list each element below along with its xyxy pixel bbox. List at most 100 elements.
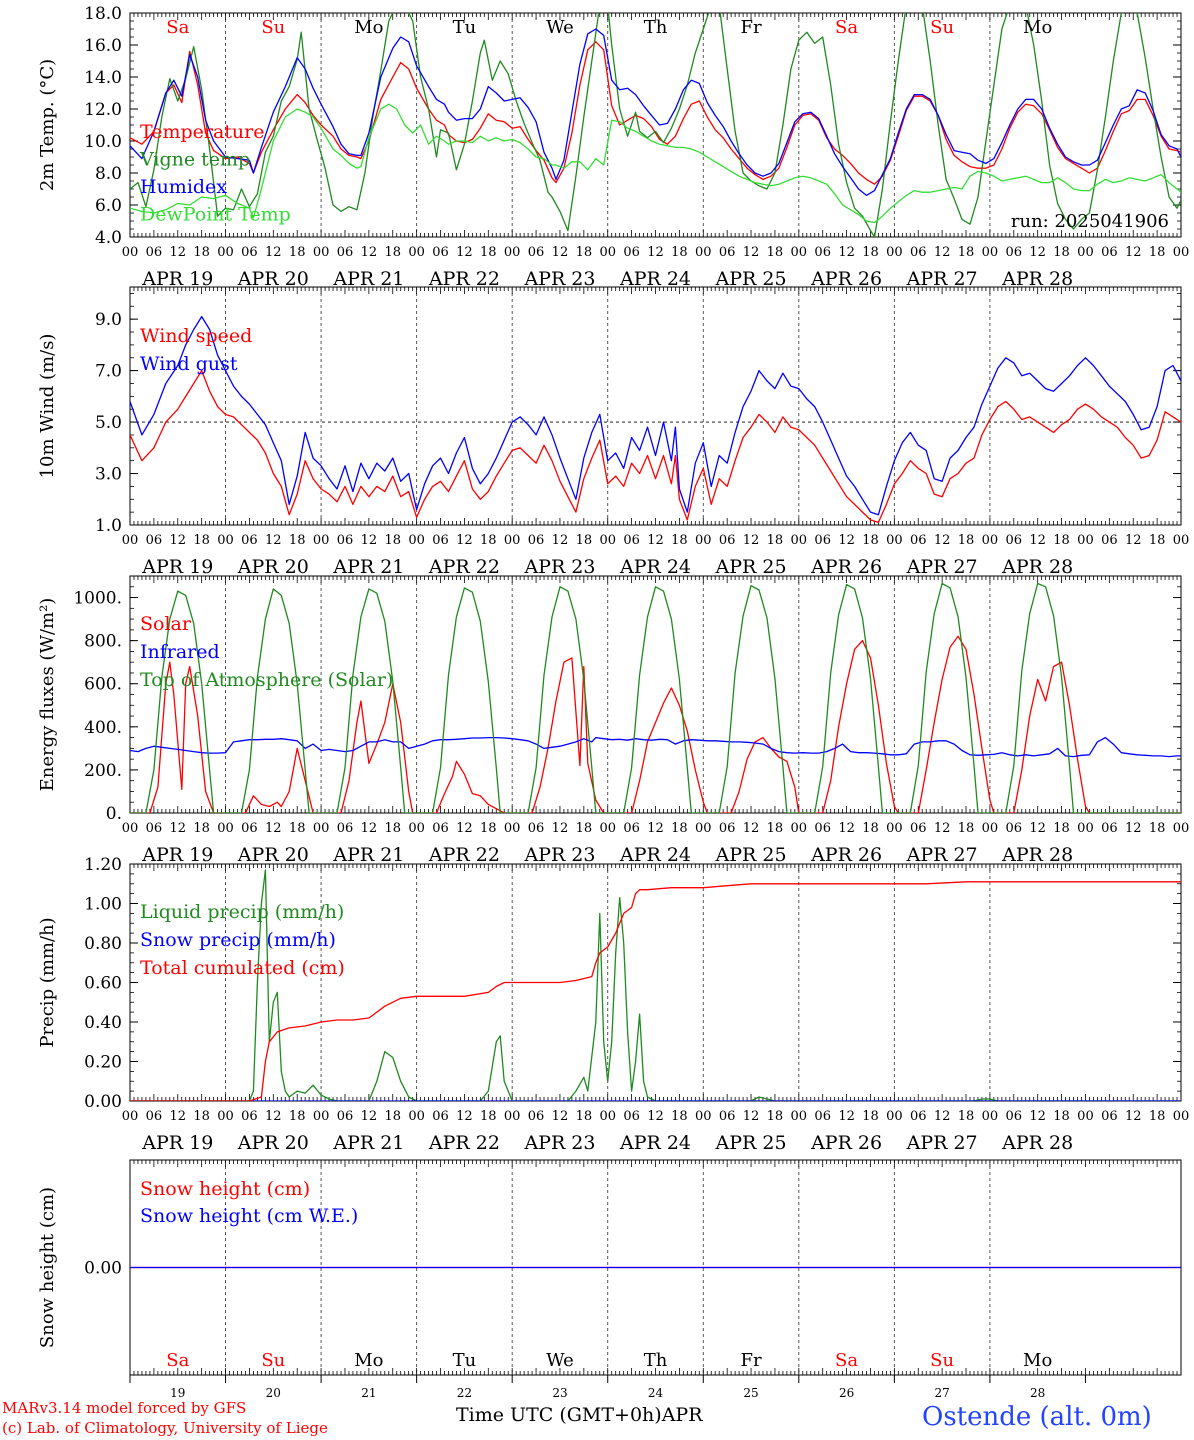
legend-entry: Temperature xyxy=(140,121,264,143)
hour-label: 12 xyxy=(265,821,282,836)
legend-entry: Snow precip (mm/h) xyxy=(140,929,336,951)
hour-label: 18 xyxy=(576,245,593,260)
y-tick-label: 0.00 xyxy=(84,1259,122,1279)
hour-label: 00 xyxy=(217,533,234,548)
hour-label: 18 xyxy=(384,1109,401,1124)
hour-label: 00 xyxy=(217,1109,234,1124)
weekday-label: Sa xyxy=(166,1350,189,1371)
hour-label: 06 xyxy=(528,533,545,548)
hour-label: 00 xyxy=(982,821,999,836)
y-tick-label: 0.40 xyxy=(84,1013,122,1033)
day-number-label: 21 xyxy=(361,1386,376,1400)
hour-label: 06 xyxy=(719,533,736,548)
weekday-label: Mo xyxy=(354,17,383,38)
hour-label: 12 xyxy=(934,1109,951,1124)
hour-label: 06 xyxy=(719,245,736,260)
weekday-label: Su xyxy=(930,17,954,38)
hour-label: 00 xyxy=(1173,1109,1190,1124)
weekday-label: Mo xyxy=(1023,1350,1052,1371)
hour-label: 00 xyxy=(313,245,330,260)
hour-label: 00 xyxy=(695,821,712,836)
hour-label: 18 xyxy=(671,1109,688,1124)
panel-frame xyxy=(129,575,1182,814)
hour-label: 18 xyxy=(958,821,975,836)
hour-label: 00 xyxy=(1077,821,1094,836)
weekday-label: Th xyxy=(644,17,668,38)
date-label: APR 25 xyxy=(715,556,787,578)
hour-label: 18 xyxy=(1053,1109,1070,1124)
hour-label: 06 xyxy=(719,821,736,836)
legend-entry: Humidex xyxy=(140,176,227,198)
hour-label: 00 xyxy=(122,533,139,548)
panel-1: 4.0 6.0 8.0 10.0 12.0 14.0 16.0 18.0 2m Temp. (°… xyxy=(37,4,1189,290)
hour-label: 18 xyxy=(480,533,497,548)
hour-label: 00 xyxy=(408,821,425,836)
hour-label: 12 xyxy=(456,1109,473,1124)
hour-label: 12 xyxy=(361,821,378,836)
hour-label: 18 xyxy=(1149,1109,1166,1124)
hour-label: 06 xyxy=(814,533,831,548)
hour-label: 06 xyxy=(623,245,640,260)
hour-label: 00 xyxy=(695,1109,712,1124)
hour-label: 06 xyxy=(1006,1109,1023,1124)
date-label: APR 24 xyxy=(619,556,691,578)
hour-label: 12 xyxy=(1029,821,1046,836)
hour-label: 00 xyxy=(982,533,999,548)
hour-label: 12 xyxy=(169,1109,186,1124)
weekday-label: Mo xyxy=(354,1350,383,1371)
hour-label: 12 xyxy=(838,533,855,548)
y-tick-label: 1.20 xyxy=(84,855,122,875)
run-label: run: 2025041906 xyxy=(1011,211,1169,232)
hour-label: 06 xyxy=(623,533,640,548)
date-label: APR 23 xyxy=(523,1132,595,1154)
hour-label: 00 xyxy=(1077,1109,1094,1124)
hour-label: 06 xyxy=(432,533,449,548)
day-number-label: 22 xyxy=(457,1386,472,1400)
date-label: APR 21 xyxy=(332,1132,404,1154)
hour-label: 06 xyxy=(241,821,258,836)
hour-label: 18 xyxy=(289,821,306,836)
hour-label: 18 xyxy=(671,821,688,836)
series-line-solar xyxy=(130,635,1181,813)
y-axis-label: Snow height (cm) xyxy=(37,1187,58,1348)
date-label: APR 26 xyxy=(810,556,882,578)
hour-label: 00 xyxy=(886,245,903,260)
series-line-liquid-precip-mm-h xyxy=(130,869,1181,1101)
hour-label: 06 xyxy=(1101,245,1118,260)
hour-label: 18 xyxy=(193,533,210,548)
date-label: APR 28 xyxy=(1001,844,1073,866)
hour-label: 06 xyxy=(337,1109,354,1124)
panel-2: 1.0 3.0 5.0 7.0 9.0 10m Wind (m/s) Wind speed W… xyxy=(37,286,1189,578)
date-label: APR 19 xyxy=(141,1132,213,1154)
weekday-label: We xyxy=(546,17,574,38)
hour-label: 18 xyxy=(958,533,975,548)
time-title: Time UTC (GMT+0h) xyxy=(456,1404,662,1426)
legend-entry: Infrared xyxy=(140,641,220,663)
hour-label: 18 xyxy=(1149,533,1166,548)
hour-label: 12 xyxy=(743,1109,760,1124)
date-label: APR 22 xyxy=(428,844,500,866)
hour-label: 12 xyxy=(1029,1109,1046,1124)
y-axis-label: Energy fluxes (W/m²) xyxy=(37,598,58,792)
panel-frame xyxy=(129,863,1182,1102)
series-line-dewpoint-temp xyxy=(130,103,1181,224)
series-line-top-of-atmosphere-solar xyxy=(130,582,1181,813)
date-label: APR 19 xyxy=(141,268,213,290)
weekday-label: Mo xyxy=(1023,17,1052,38)
station-label: Ostende (alt. 0m) xyxy=(922,1402,1152,1432)
hour-label: 18 xyxy=(767,245,784,260)
hour-label: 00 xyxy=(791,1109,808,1124)
hour-label: 12 xyxy=(647,245,664,260)
date-label: APR 23 xyxy=(523,268,595,290)
panel-3: 0. 200. 400. 600. 800. 1000. Energy fluxes (W/… xyxy=(37,575,1189,866)
hour-label: 12 xyxy=(361,1109,378,1124)
hour-label: 18 xyxy=(384,245,401,260)
hour-label: 18 xyxy=(1149,245,1166,260)
y-axis-label: 10m Wind (m/s) xyxy=(37,334,58,479)
hour-label: 18 xyxy=(384,533,401,548)
hour-label: 18 xyxy=(1149,821,1166,836)
hour-label: 06 xyxy=(910,533,927,548)
hour-label: 00 xyxy=(122,245,139,260)
hour-label: 00 xyxy=(313,533,330,548)
